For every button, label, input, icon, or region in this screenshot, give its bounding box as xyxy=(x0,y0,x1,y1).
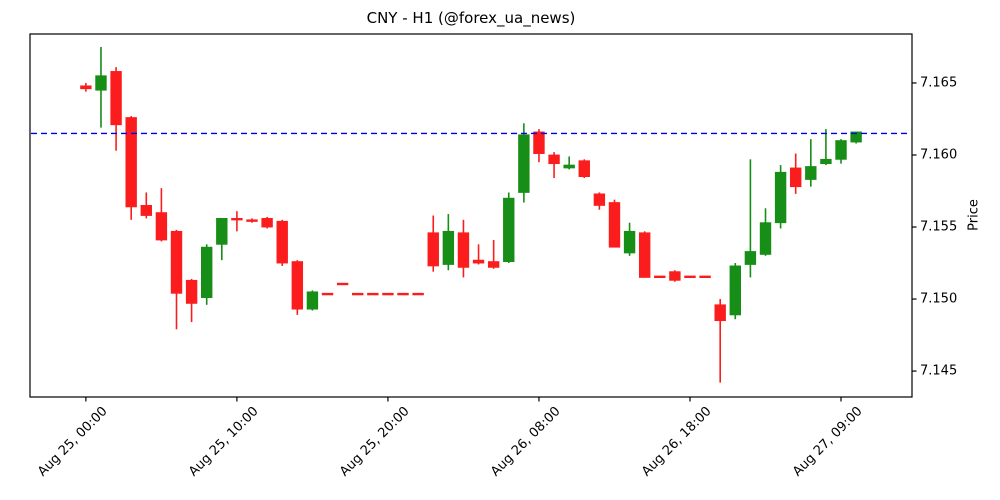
candle-body-12 xyxy=(261,217,273,228)
candle-body-29 xyxy=(518,134,530,193)
candle-body-40 xyxy=(684,275,696,279)
candle-body-15 xyxy=(306,291,319,310)
candle-body-24 xyxy=(442,230,455,265)
candle-body-6 xyxy=(170,230,183,294)
candle-body-36 xyxy=(623,230,636,254)
candle-body-41 xyxy=(699,275,711,279)
y-tick-label: 7.165 xyxy=(920,75,958,91)
candle-body-11 xyxy=(246,219,258,222)
candle-body-37 xyxy=(638,232,651,278)
candle-body-21 xyxy=(397,292,409,296)
candle-body-28 xyxy=(503,197,515,262)
candle-body-42 xyxy=(714,304,726,322)
candle-body-25 xyxy=(457,232,470,268)
candle-body-1 xyxy=(95,75,107,91)
candle-body-50 xyxy=(835,140,847,160)
candle-body-47 xyxy=(790,167,802,188)
candle-body-17 xyxy=(336,282,349,286)
candle-body-13 xyxy=(276,220,288,264)
y-axis-label: Price xyxy=(966,199,982,231)
candle-body-7 xyxy=(185,279,198,304)
y-tick-label: 7.150 xyxy=(920,291,958,307)
candle-body-26 xyxy=(472,259,485,264)
candle-body-9 xyxy=(216,217,228,245)
candle-body-44 xyxy=(744,251,757,265)
candle-body-32 xyxy=(563,164,575,169)
candle-body-10 xyxy=(231,217,243,221)
candle-body-35 xyxy=(608,202,621,248)
candle-body-16 xyxy=(321,292,334,296)
chart-title: CNY - H1 (@forex_ua_news) xyxy=(366,9,576,27)
candle-body-33 xyxy=(578,160,590,178)
candle-body-3 xyxy=(125,117,137,208)
candle-body-20 xyxy=(382,292,394,296)
y-tick-label: 7.155 xyxy=(920,219,958,235)
y-tick-label: 7.145 xyxy=(920,363,958,379)
candle-body-4 xyxy=(140,205,152,216)
candle-body-18 xyxy=(352,292,364,296)
candle-body-5 xyxy=(155,212,168,241)
candle-body-2 xyxy=(110,71,122,126)
candle-body-27 xyxy=(487,261,500,268)
candle-body-30 xyxy=(533,131,545,154)
candle-body-0 xyxy=(80,85,92,90)
candle-body-38 xyxy=(654,275,666,279)
plot-border xyxy=(29,33,913,398)
candle-body-48 xyxy=(805,166,817,180)
candle-body-19 xyxy=(367,292,379,296)
candle-body-34 xyxy=(593,193,606,206)
candle-body-8 xyxy=(201,246,213,299)
y-tick-label: 7.160 xyxy=(920,147,958,163)
candle-body-49 xyxy=(820,158,832,165)
candle-body-43 xyxy=(729,265,741,316)
candle-body-22 xyxy=(412,292,424,296)
candle-body-39 xyxy=(669,271,681,281)
candle-body-14 xyxy=(291,261,304,310)
candle-body-51 xyxy=(850,131,862,143)
candle-body-46 xyxy=(774,171,787,224)
candle-body-31 xyxy=(548,154,560,165)
candle-body-23 xyxy=(427,232,439,267)
candle-body-45 xyxy=(759,222,772,255)
